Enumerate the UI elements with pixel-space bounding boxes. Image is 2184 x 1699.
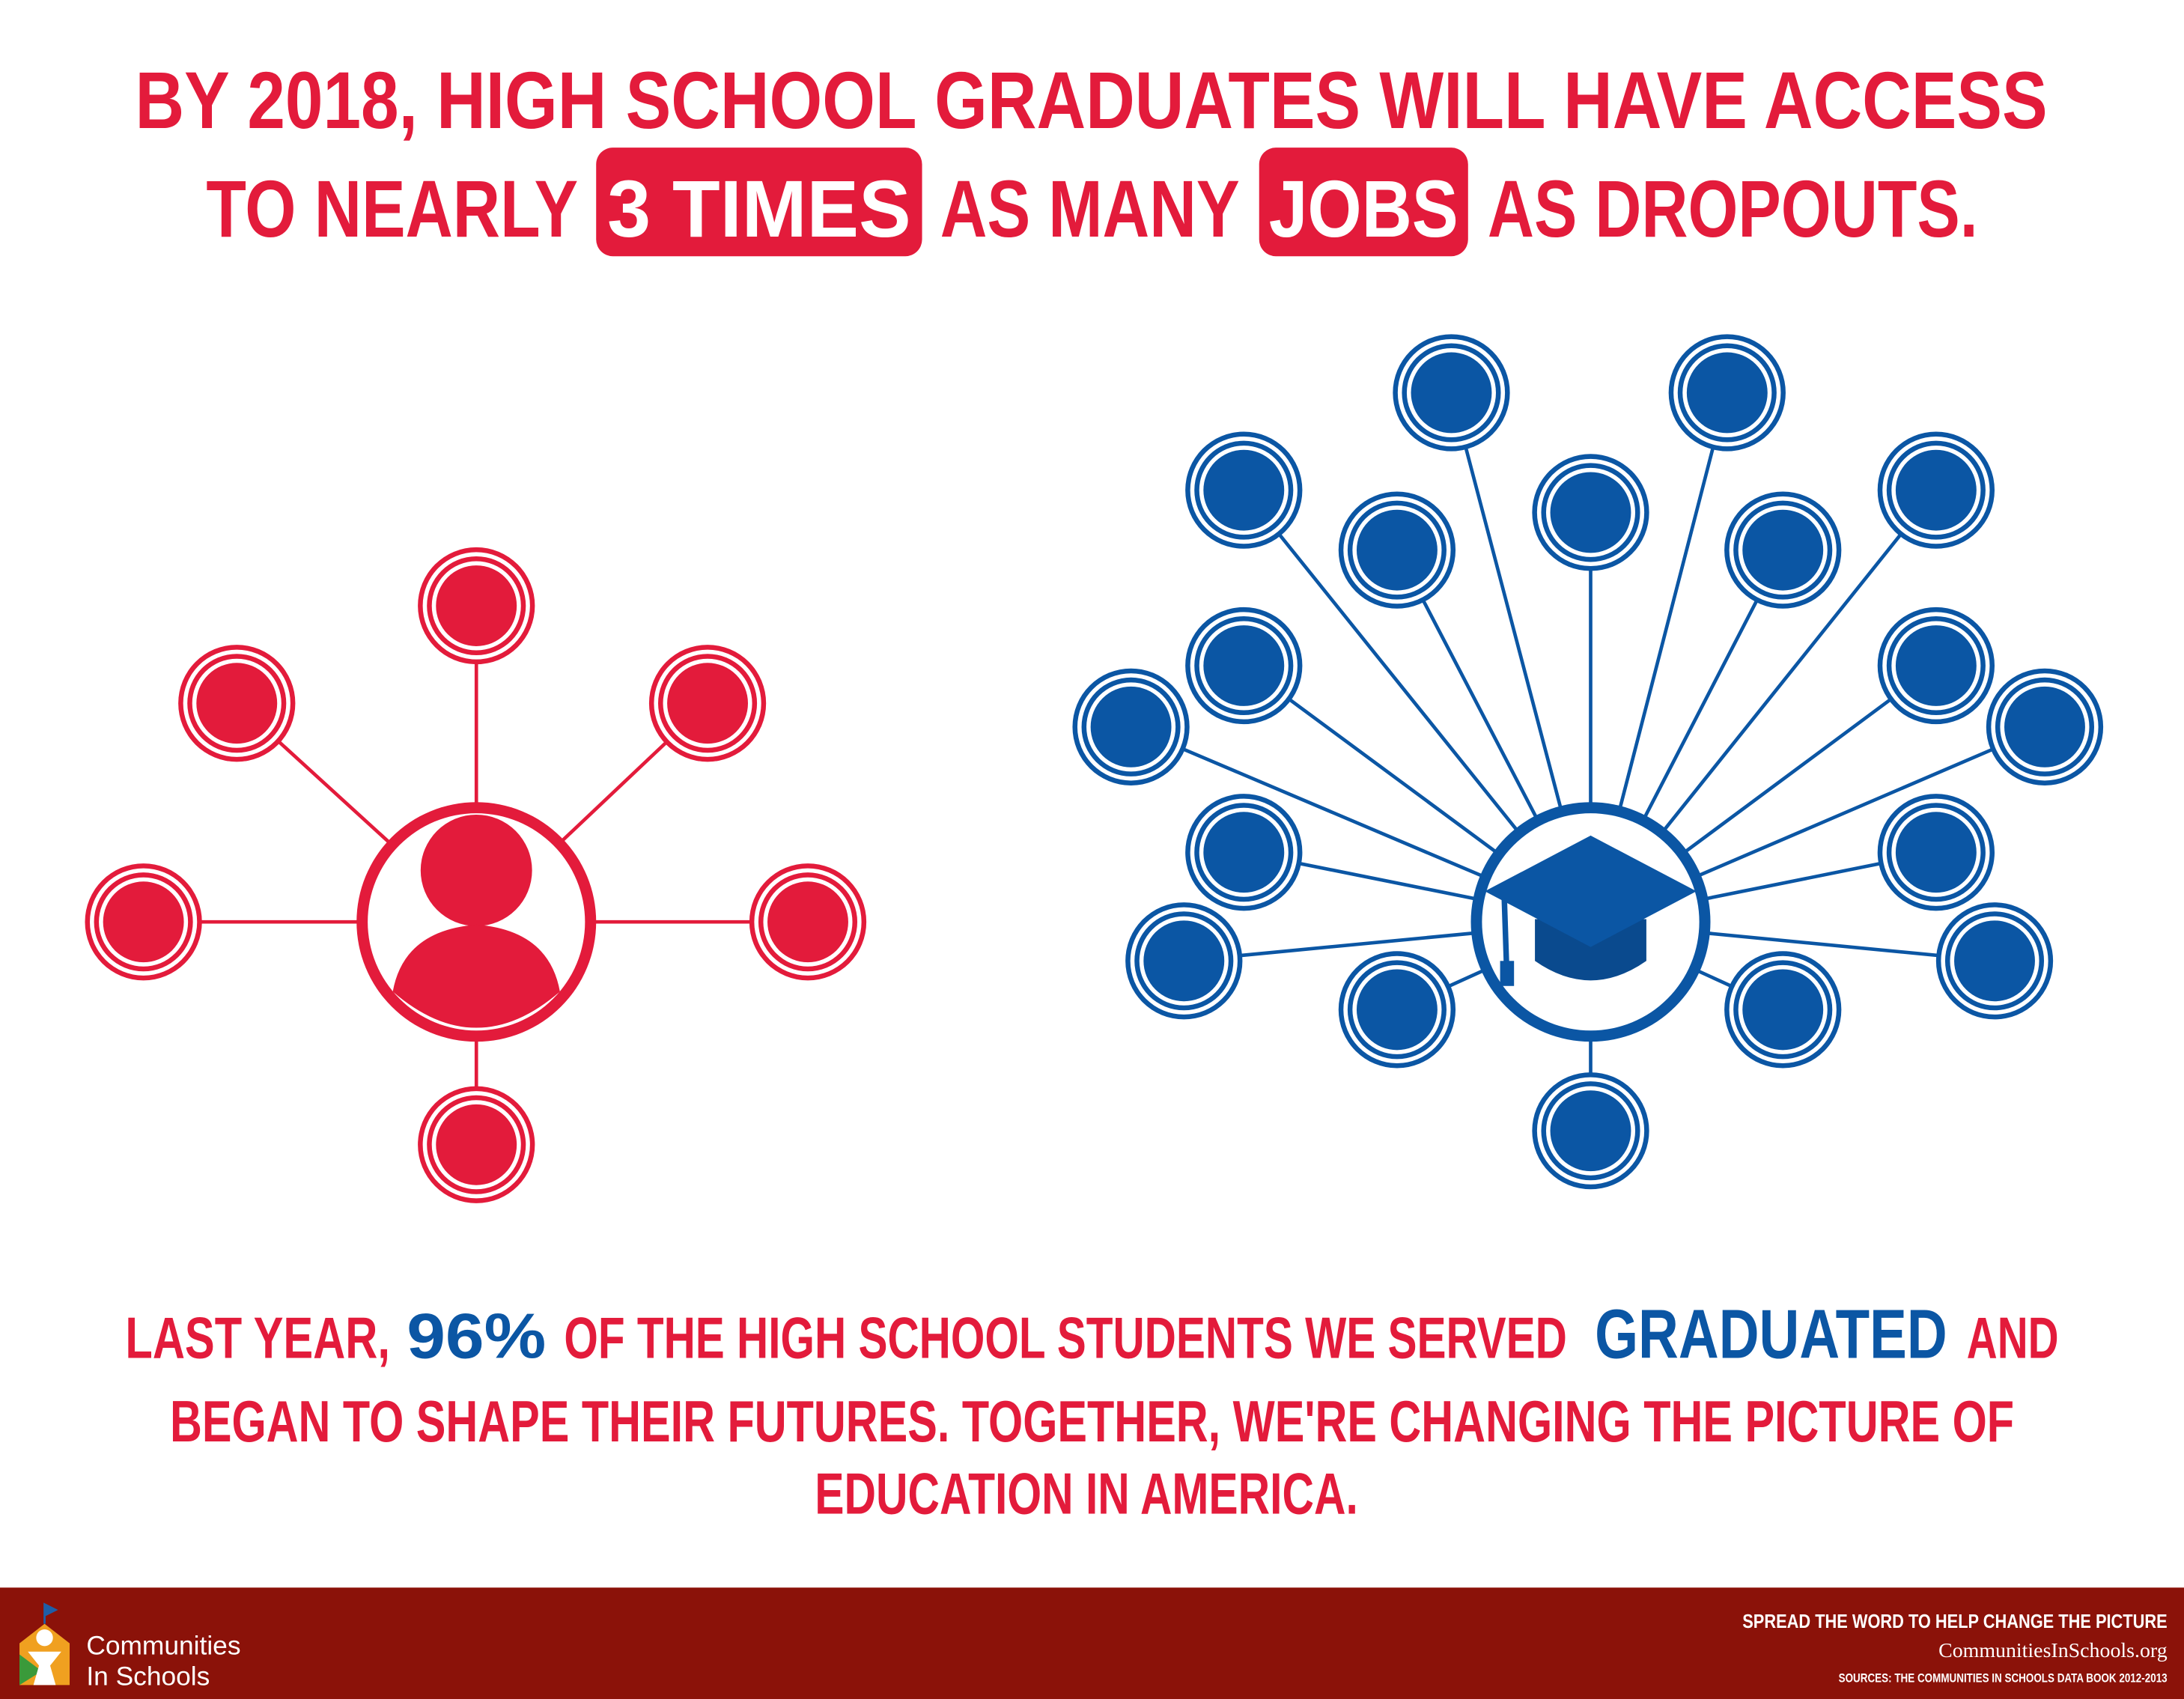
logo-accent: [19, 1654, 42, 1686]
node-ring: [1203, 625, 1285, 706]
node-ring: [667, 663, 748, 744]
node-ring: [1550, 472, 1631, 553]
message-highlight: GRADUATED: [1595, 1295, 1947, 1373]
node-ring: [1090, 686, 1172, 768]
cap-tassel-end: [1500, 961, 1515, 986]
node-ring: [1742, 509, 1824, 591]
headline-text: TO NEARLY: [206, 163, 578, 254]
node-ring: [1686, 352, 1768, 434]
node-ring: [436, 565, 517, 646]
node-ring: [436, 1104, 517, 1185]
logo-flag: [43, 1602, 58, 1624]
message-text: LAST YEAR,: [125, 1304, 389, 1370]
headline: BY 2018, HIGH SCHOOL GRADUATES WILL HAVE…: [135, 55, 2048, 257]
message: LAST YEAR, 96% OF THE HIGH SCHOOL STUDEN…: [125, 1295, 2058, 1526]
node-ring: [767, 881, 848, 963]
headline-text: AS MANY: [940, 163, 1240, 254]
node-ring: [1895, 812, 1977, 893]
footer: Communities In Schools SPREAD THE WORD T…: [0, 1587, 2184, 1699]
highlight-box: [1259, 148, 1468, 257]
message-text: BEGAN TO SHAPE THEIR FUTURES. TOGETHER, …: [170, 1388, 2014, 1454]
message-text: AND: [1967, 1304, 2059, 1370]
message-stat: 96%: [407, 1301, 546, 1372]
logo-body: [28, 1651, 61, 1686]
person-body: [392, 924, 560, 1028]
node-ring: [1356, 509, 1438, 591]
footer-url: CommunitiesInSchools.org: [1938, 1639, 2168, 1662]
node-ring: [1895, 625, 1977, 706]
node-ring: [196, 663, 278, 744]
headline-text: AS DROPOUTS.: [1488, 163, 1978, 254]
message-text: OF THE HIGH SCHOOL STUDENTS WE SERVED: [564, 1304, 1566, 1370]
node-ring: [1356, 969, 1438, 1051]
logo-text: Communities: [86, 1631, 240, 1660]
node-ring: [103, 881, 184, 963]
node-ring: [1203, 812, 1285, 893]
highlight-text: JOBS: [1269, 163, 1458, 254]
headline-line: BY 2018, HIGH SCHOOL GRADUATES WILL HAVE…: [135, 55, 2047, 145]
highlight-box: [596, 148, 922, 257]
node-ring: [1143, 920, 1225, 1002]
footer-cta: SPREAD THE WORD TO HELP CHANGE THE PICTU…: [1742, 1610, 2167, 1632]
cap-board: [1485, 835, 1697, 947]
footer-sources: SOURCES: THE COMMUNITIES IN SCHOOLS DATA…: [1839, 1671, 2168, 1686]
node-ring: [1742, 969, 1824, 1051]
node-ring: [1411, 352, 1492, 434]
message-text: EDUCATION IN AMERICA.: [815, 1461, 1358, 1527]
node-ring: [2004, 686, 2085, 768]
logo-head: [36, 1629, 53, 1647]
highlight-text: 3 TIMES: [607, 163, 911, 254]
node-ring: [1550, 1090, 1631, 1172]
person-head: [420, 815, 532, 926]
node-ring: [1954, 920, 2035, 1002]
footer-bar: [0, 1587, 2184, 1699]
cap-crown: [1535, 919, 1646, 981]
networks: [85, 334, 2104, 1203]
logo-text: In Schools: [86, 1662, 210, 1691]
node-ring: [1203, 449, 1285, 531]
node-ring: [1895, 449, 1977, 531]
